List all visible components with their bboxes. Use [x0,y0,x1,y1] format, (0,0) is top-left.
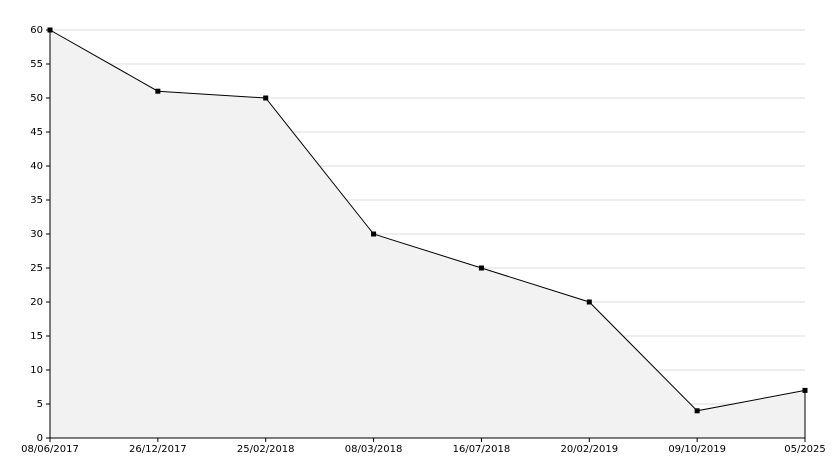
x-tick-label: 16/07/2018 [453,444,511,455]
marker [371,231,377,237]
y-tick-label: 40 [30,161,43,172]
y-tick-label: 15 [30,331,43,342]
line [49,29,806,412]
y-tick-label: 10 [30,365,43,376]
y-tick-label: 60 [30,25,43,36]
y-tick-label: 30 [30,229,43,240]
y-tick-label: 5 [37,399,43,410]
y-tick-label: 45 [30,127,43,138]
y-tick-label: 0 [37,433,43,444]
y-tick-label: 20 [30,297,43,308]
marker [694,408,700,414]
y-tick-label: 50 [30,93,43,104]
marker [586,299,592,305]
y-tick-label: 25 [30,263,43,274]
y-tick-label: 35 [30,195,43,206]
x-tick-label: 05/2025 [784,444,826,455]
x-tick-label: 25/02/2018 [237,444,295,455]
marker [802,387,808,393]
y-tick-label: 55 [30,59,43,70]
marker [478,265,484,271]
x-tick-label: 20/02/2019 [560,444,618,455]
x-tick-label: 26/12/2017 [129,444,187,455]
x-tick-label: 08/03/2018 [345,444,403,455]
marker [263,95,269,101]
area-fill [50,30,805,438]
x-tick-label: 09/10/2019 [668,444,726,455]
marker [155,88,161,94]
x-tick-label: 08/06/2017 [21,444,79,455]
